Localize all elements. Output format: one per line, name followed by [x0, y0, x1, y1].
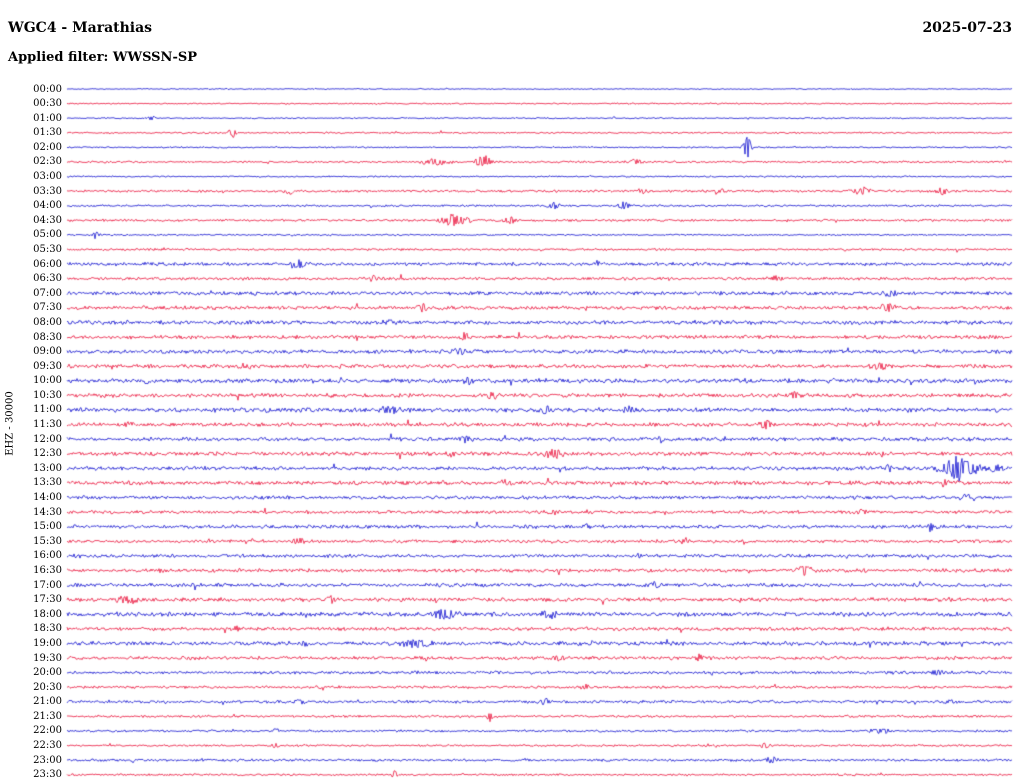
date-label: 2025-07-23	[922, 20, 1012, 36]
time-label-1000: 10:00	[33, 375, 62, 387]
time-label-0500: 05:00	[33, 229, 62, 241]
time-label-0530: 05:30	[33, 243, 62, 255]
time-label-0730: 07:30	[33, 302, 62, 314]
time-label-0830: 08:30	[33, 331, 62, 343]
station-title: WGC4 - Marathias	[8, 20, 153, 36]
time-label-1500: 15:00	[33, 521, 62, 533]
time-label-0900: 09:00	[33, 346, 62, 358]
time-label-2200: 22:00	[33, 725, 62, 737]
time-label-0000: 00:00	[33, 83, 62, 95]
time-label-2130: 21:30	[33, 710, 62, 722]
time-label-2230: 22:30	[33, 740, 62, 752]
time-label-0600: 06:00	[33, 258, 62, 270]
time-label-1730: 17:30	[33, 594, 62, 606]
time-label-1830: 18:30	[33, 623, 62, 635]
time-label-1530: 15:30	[33, 535, 62, 547]
time-label-1630: 16:30	[33, 564, 62, 576]
time-label-1800: 18:00	[33, 608, 62, 620]
time-label-1900: 19:00	[33, 637, 62, 649]
time-label-1400: 14:00	[33, 492, 62, 504]
time-label-1130: 11:30	[33, 419, 62, 431]
time-label-1700: 17:00	[33, 579, 62, 591]
time-label-0400: 04:00	[33, 200, 62, 212]
time-label-1100: 11:00	[33, 404, 62, 416]
time-label-0700: 07:00	[33, 287, 62, 299]
time-label-0930: 09:30	[33, 360, 62, 372]
time-label-0330: 03:30	[33, 185, 62, 197]
time-label-1030: 10:30	[33, 389, 62, 401]
time-label-1300: 13:00	[33, 462, 62, 474]
time-label-2000: 20:00	[33, 667, 62, 679]
applied-filter-label: Applied filter: WWSSN-SP	[8, 50, 198, 65]
time-label-2100: 21:00	[33, 696, 62, 708]
time-label-0100: 01:00	[33, 112, 62, 124]
time-label-1230: 12:30	[33, 448, 62, 460]
time-label-0130: 01:30	[33, 127, 62, 139]
time-label-1430: 14:30	[33, 506, 62, 518]
time-label-1330: 13:30	[33, 477, 62, 489]
time-label-1600: 16:00	[33, 550, 62, 562]
time-label-1200: 12:00	[33, 433, 62, 445]
time-label-2330: 23:30	[33, 769, 62, 780]
time-label-2030: 20:30	[33, 681, 62, 693]
time-label-0200: 02:00	[33, 141, 62, 153]
time-label-0630: 06:30	[33, 273, 62, 285]
time-label-1930: 19:30	[33, 652, 62, 664]
time-label-2300: 23:00	[33, 754, 62, 766]
time-label-0430: 04:30	[33, 214, 62, 226]
time-label-0230: 02:30	[33, 156, 62, 168]
time-label-0300: 03:00	[33, 171, 62, 183]
time-label-0030: 00:30	[33, 98, 62, 110]
time-label-0800: 08:00	[33, 316, 62, 328]
